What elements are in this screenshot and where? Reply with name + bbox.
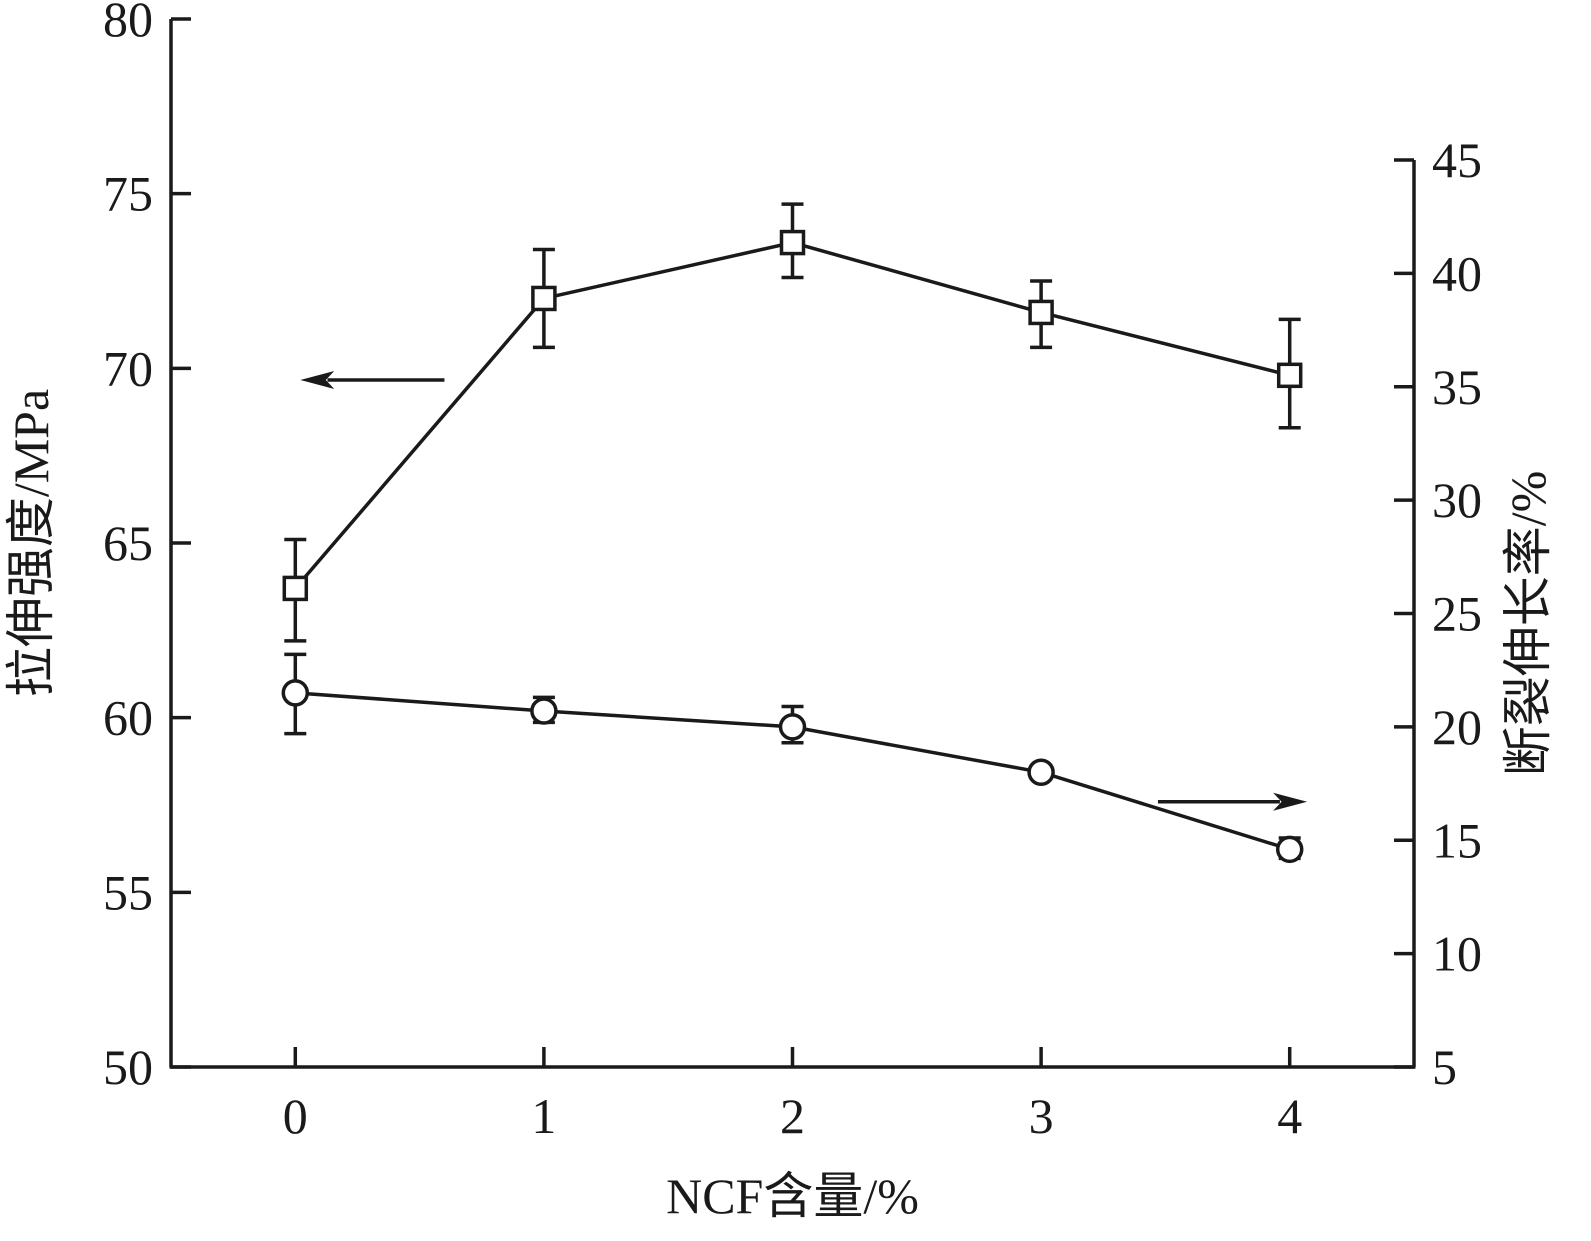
left-y-tick-label: 55 [103, 864, 153, 920]
left-y-tick-label: 70 [103, 340, 153, 396]
x-tick-label: 2 [780, 1088, 805, 1144]
left-y-tick-label: 60 [103, 690, 153, 746]
right-y-tick-label: 40 [1432, 245, 1482, 301]
series-layer [281, 202, 1304, 864]
arrow-head [1273, 792, 1308, 811]
data-point-circle [778, 713, 807, 741]
axes-layer [169, 19, 1416, 1069]
series-square [282, 202, 1303, 643]
arrow-right [1157, 792, 1308, 811]
x-tick-label: 3 [1029, 1088, 1054, 1144]
right-y-tick-label: 15 [1432, 812, 1482, 868]
data-point-square [531, 285, 557, 312]
left-y-tick-label: 65 [103, 515, 153, 571]
right-y-tick-label: 35 [1432, 359, 1482, 415]
data-point-circle [1275, 835, 1304, 864]
annotation-layer [300, 370, 1308, 811]
data-point-square [779, 229, 806, 256]
x-tick-label: 1 [531, 1088, 556, 1144]
x-tick-label: 0 [283, 1088, 308, 1144]
data-point-square [282, 575, 309, 602]
data-point-circle [281, 679, 310, 707]
x-axis-title: NCF含量/% [666, 1168, 919, 1224]
ticks-layer: 50 55 60 65 70 75 80 5 10 15 20 25 30 35 40 45 0 1 2 3 4 [103, 0, 1482, 1144]
right-y-tick-label: 30 [1432, 472, 1482, 528]
right-y-axis-title: 断裂伸长率/% [1500, 471, 1556, 777]
left-y-tick-label: 50 [103, 1039, 153, 1095]
data-point-square [1028, 299, 1054, 326]
data-point-circle [1027, 758, 1055, 786]
right-y-tick-label: 45 [1432, 132, 1482, 188]
series-circle [281, 652, 1304, 864]
right-y-tick-label: 20 [1432, 699, 1482, 755]
right-y-tick-label: 25 [1432, 586, 1482, 642]
x-tick-label: 4 [1277, 1088, 1302, 1144]
arrow-head [300, 370, 335, 389]
arrow-left [300, 370, 445, 389]
series-line-square [293, 240, 1291, 590]
left-y-tick-label: 75 [103, 166, 153, 222]
right-y-tick-label: 10 [1432, 926, 1482, 982]
data-point-circle [530, 697, 558, 725]
data-point-square [1276, 362, 1303, 389]
left-y-axis-title: 拉伸强度/MPa [3, 389, 59, 697]
right-y-tick-label: 5 [1432, 1039, 1457, 1095]
left-y-tick-label: 80 [103, 0, 153, 47]
